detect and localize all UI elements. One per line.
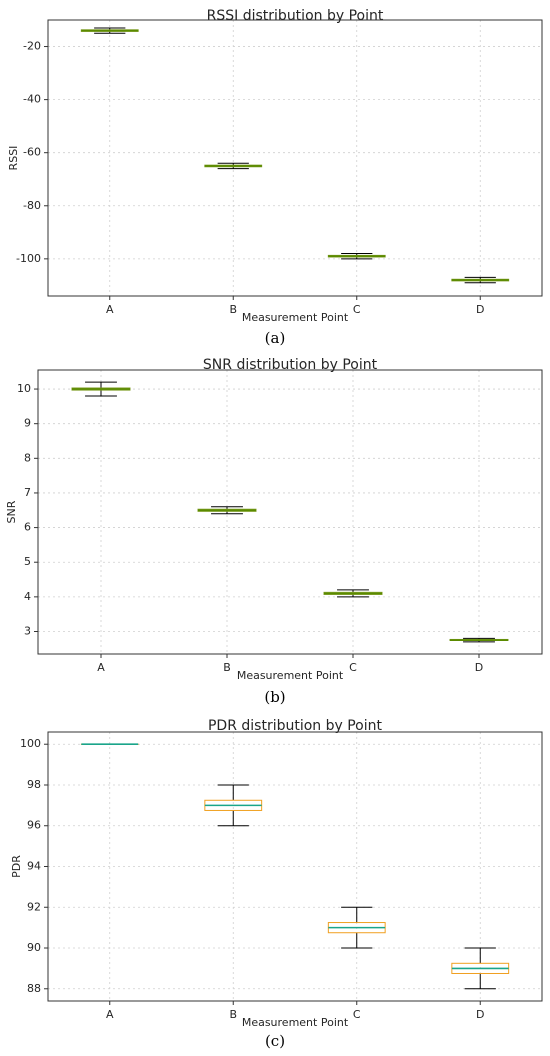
y-tick-label: 4: [24, 590, 31, 603]
box-C: [327, 906, 386, 949]
chart-panel-a: RSSI distribution by Point -100 -80 -60 -40-…: [0, 0, 550, 350]
y-tick-label: 98: [27, 778, 41, 791]
caption-c: (c): [264, 1032, 286, 1050]
y-tick-label: -80: [23, 199, 41, 212]
caption-a: (a): [264, 329, 286, 347]
plot-frame: [37, 369, 543, 655]
chart-panel-c: PDR distribution by Point 88 90 92 94 96 98 100…: [0, 714, 550, 1056]
y-tick-label: 10: [17, 382, 31, 395]
y-axis-label: RSSI: [7, 146, 20, 171]
y-tick-label: 8: [24, 451, 31, 464]
y-tick-label: -60: [23, 146, 41, 159]
y-tick-label: 94: [27, 860, 41, 873]
plot-frame: [47, 19, 543, 297]
x-tick-label: B: [229, 1008, 237, 1021]
snr-chart: SNR distribution by Point 3 4 5 6 7 8 9 10 A B C D Me…: [5, 357, 543, 682]
box-C: [327, 253, 386, 260]
pdr-chart: PDR distribution by Point 88 90 92 94 96 98 100…: [10, 718, 543, 1029]
y-tick-label: 88: [27, 982, 41, 995]
x-axis-label: Measurement Point: [237, 669, 344, 682]
y-tick-label: 9: [24, 417, 31, 430]
x-tick-label: D: [475, 661, 483, 674]
y-tick-label: -40: [23, 93, 41, 106]
x-tick-label: D: [476, 303, 484, 316]
x-tick-label: C: [349, 661, 357, 674]
y-axis-label: PDR: [10, 855, 23, 878]
box-A: [80, 27, 139, 34]
x-axis-label: Measurement Point: [242, 311, 349, 324]
x-axis-label: Measurement Point: [242, 1016, 349, 1029]
box-B: [197, 506, 257, 515]
y-tick-label: 92: [27, 900, 41, 913]
x-tick-label: B: [223, 661, 231, 674]
y-tick-label: 6: [24, 521, 31, 534]
box-D: [451, 276, 510, 284]
y-tick-label: 7: [24, 486, 31, 499]
caption-b: (b): [264, 688, 286, 706]
box-D: [451, 947, 510, 990]
box-A: [71, 381, 131, 397]
y-tick-label: 5: [24, 555, 31, 568]
box-B: [204, 162, 263, 170]
x-tick-label: B: [229, 303, 237, 316]
box-D: [449, 637, 509, 643]
y-tick-label: -100: [16, 252, 41, 265]
y-tick-label: 100: [20, 737, 41, 750]
x-tick-label: A: [106, 303, 114, 316]
x-tick-label: C: [353, 1008, 361, 1021]
x-tick-label: A: [97, 661, 105, 674]
y-tick-label: 96: [27, 819, 41, 832]
x-tick-label: D: [476, 1008, 484, 1021]
chart-title: SNR distribution by Point: [203, 357, 378, 373]
y-tick-label: 3: [24, 624, 31, 637]
y-tick-label: -20: [23, 40, 41, 53]
x-tick-label: C: [353, 303, 361, 316]
y-axis-label: SNR: [5, 500, 18, 523]
box-B: [204, 784, 263, 827]
chart-panel-b: SNR distribution by Point 3 4 5 6 7 8 9 10 A B C D Me…: [0, 350, 550, 714]
chart-title: PDR distribution by Point: [208, 718, 383, 734]
y-tick-label: 90: [27, 941, 41, 954]
x-tick-label: A: [106, 1008, 114, 1021]
rssi-chart: RSSI distribution by Point-100-80-60-40-…: [7, 8, 543, 324]
box-C: [323, 589, 383, 598]
